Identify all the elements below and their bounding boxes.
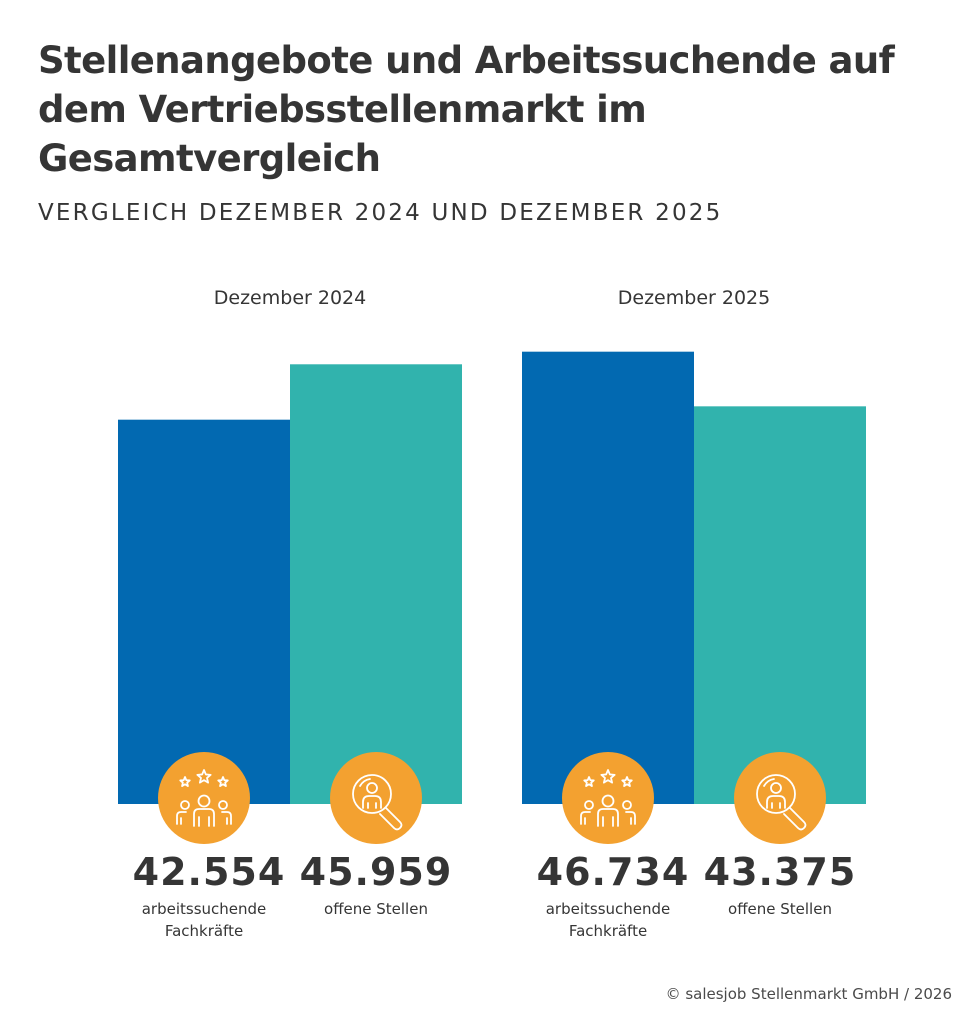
value-label-arbeitssuchende-2025: 46.734 xyxy=(536,850,690,894)
caption-arbeitssuchende-2025: arbeitssuchende Fachkräfte xyxy=(522,898,694,942)
caption-line: arbeitssuchende xyxy=(141,900,267,918)
people-stars-icon xyxy=(562,752,654,844)
bar-offene-stellen-dezember-2024 xyxy=(290,364,462,804)
caption-line: offene Stellen xyxy=(728,900,832,918)
search-person-icon xyxy=(330,752,422,844)
bar-arbeitssuchende-dezember-2024 xyxy=(118,419,290,804)
caption-line: Fachkräfte xyxy=(164,922,244,940)
value-label-arbeitssuchende-2024: 42.554 xyxy=(132,850,286,894)
caption-arbeitssuchende-2024: arbeitssuchende Fachkräfte xyxy=(118,898,290,942)
caption-offene-stellen-2024: offene Stellen xyxy=(290,898,462,920)
search-person-icon xyxy=(734,752,826,844)
value-label-offene-stellen-2025: 43.375 xyxy=(703,850,857,894)
copyright-footer: © salesjob Stellenmarkt GmbH / 2026 xyxy=(665,985,952,1003)
caption-line: arbeitssuchende xyxy=(545,900,671,918)
bar-arbeitssuchende-dezember-2025 xyxy=(522,351,694,804)
chart-subtitle: VERGLEICH DEZEMBER 2024 UND DEZEMBER 202… xyxy=(38,200,723,226)
caption-line: Fachkräfte xyxy=(568,922,648,940)
caption-line: offene Stellen xyxy=(324,900,428,918)
value-label-offene-stellen-2024: 45.959 xyxy=(299,850,453,894)
category-label-2024: Dezember 2024 xyxy=(213,287,367,309)
category-label-2025: Dezember 2025 xyxy=(617,287,771,309)
bar-offene-stellen-dezember-2025 xyxy=(694,406,866,804)
people-stars-icon xyxy=(158,752,250,844)
chart-title: Stellenangebote und Arbeitssuchende auf … xyxy=(38,39,895,180)
caption-offene-stellen-2025: offene Stellen xyxy=(694,898,866,920)
